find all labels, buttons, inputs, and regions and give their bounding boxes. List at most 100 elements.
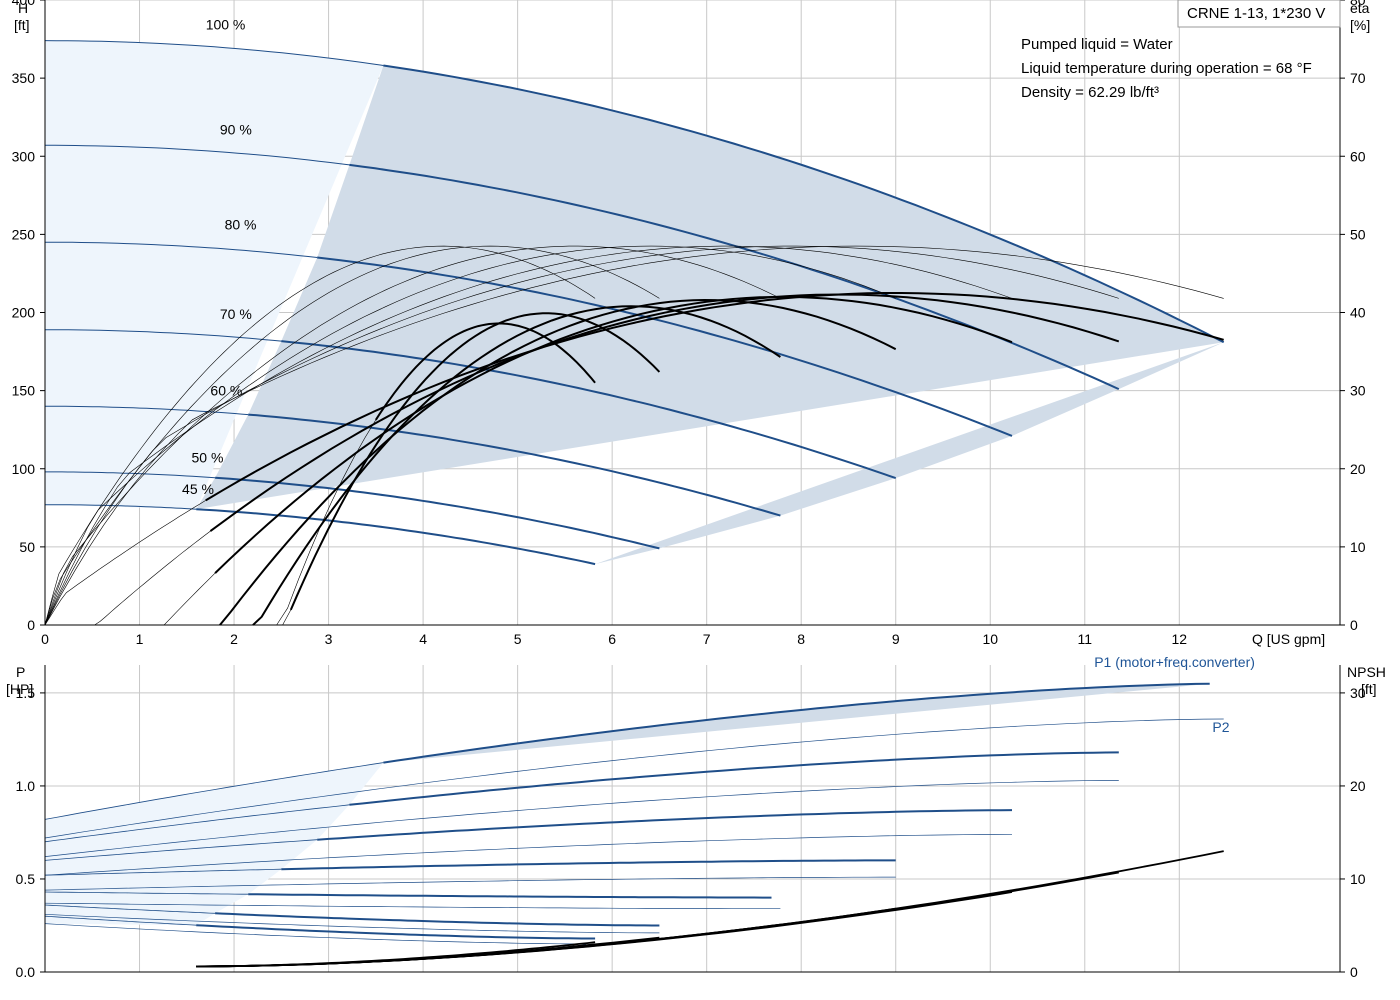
light-zone — [45, 40, 384, 510]
eta-ext-6 — [44, 245, 596, 626]
eta-ext-3 — [44, 245, 896, 626]
speed-label-2: 80 % — [225, 217, 257, 233]
x-tick-2: 2 — [230, 631, 238, 647]
x-tick-0: 0 — [41, 631, 49, 647]
y-tick-4: 200 — [12, 305, 36, 321]
info-liquid-temperature: Liquid temperature during operation = 68… — [1021, 60, 1312, 77]
x-tick-9: 9 — [892, 631, 900, 647]
p1-curve-thin-5 — [44, 904, 216, 914]
y2-tick-7: 70 — [1350, 70, 1366, 86]
bottom-envelope — [45, 683, 1210, 926]
eta-ext-2 — [44, 245, 1013, 626]
info-pumped-liquid: Pumped liquid = Water — [1021, 36, 1173, 53]
p1-curve-2 — [317, 809, 1013, 841]
npsh-curve-6 — [196, 941, 596, 968]
y-axis-unit-p: [HP] — [6, 681, 33, 697]
bottom-curves — [44, 682, 1224, 968]
info-density: Density = 62.29 lb/ft³ — [1021, 84, 1159, 101]
series-label-1: P2 — [1212, 719, 1229, 735]
eta-thin-0 — [44, 500, 206, 626]
head-curve-5 — [215, 476, 660, 550]
npsh-curve-2 — [196, 891, 1013, 968]
speed-label-6: 45 % — [182, 481, 214, 497]
speed-label-3: 70 % — [220, 306, 252, 322]
eta-thin-1 — [45, 530, 211, 626]
head-curve-thin-6 — [45, 504, 197, 510]
p1-curve-thin-2 — [44, 839, 318, 861]
y-tick-3: 150 — [12, 383, 36, 399]
p1-curve-thin-3 — [44, 868, 282, 876]
y2-axis-title-eta: eta — [1350, 0, 1370, 16]
x-tick-4: 4 — [419, 631, 427, 647]
p2-curve-5 — [44, 913, 660, 934]
head-curve-4 — [248, 413, 781, 517]
p1-curve-3 — [281, 859, 896, 871]
speed-label-5: 50 % — [192, 450, 224, 466]
eta-thin-2 — [45, 572, 216, 626]
y-tick-8: 400 — [12, 0, 36, 8]
p-tick-2: 1.0 — [16, 778, 36, 794]
head-curve-thin-4 — [45, 405, 249, 416]
series-label-0: P1 (motor+freq.converter) — [1094, 654, 1255, 670]
x-tick-1: 1 — [136, 631, 144, 647]
y-tick-6: 300 — [12, 148, 36, 164]
head-curve-thin-2 — [45, 241, 318, 258]
light-zone-bottom — [45, 762, 384, 926]
x-tick-8: 8 — [797, 631, 805, 647]
head-curve-6 — [196, 508, 596, 566]
x-tick-7: 7 — [703, 631, 711, 647]
x-tick-12: 12 — [1172, 631, 1188, 647]
eta-curve-5 — [289, 312, 661, 611]
eta-thin-5 — [45, 609, 292, 626]
p1-curve-thin-0 — [44, 762, 384, 820]
x-tick-10: 10 — [982, 631, 998, 647]
head-curve-0 — [383, 64, 1225, 344]
x-axis-title-q: Q [US gpm] — [1252, 631, 1325, 647]
speed-label-4: 60 % — [210, 382, 242, 398]
npsh-tick-1: 10 — [1350, 871, 1366, 887]
p2-curve-2 — [44, 833, 1013, 876]
y-tick-2: 100 — [12, 461, 36, 477]
y2-axis-unit-eta: [%] — [1350, 17, 1370, 33]
speed-label-1: 90 % — [220, 121, 252, 137]
head-curve-3 — [281, 340, 897, 480]
p-tick-3: 1.5 — [16, 685, 36, 701]
p2-curve-0 — [44, 718, 1224, 839]
operating-envelope-bottom — [383, 683, 1210, 763]
head-curve-thin-5 — [45, 471, 216, 479]
y-tick-1: 50 — [19, 539, 35, 555]
y2-tick-1: 10 — [1350, 539, 1366, 555]
p1-curve-0 — [383, 682, 1210, 764]
x-tick-11: 11 — [1078, 631, 1093, 647]
p1-curve-4 — [248, 893, 772, 899]
p1-curve-1 — [349, 751, 1119, 806]
eta-ext-1 — [44, 245, 1119, 626]
y2-tick-4: 40 — [1350, 305, 1366, 321]
npsh-tick-0: 0 — [1350, 964, 1358, 980]
y-axis-title-p: P — [16, 664, 25, 680]
eta-curve-1 — [209, 293, 1120, 532]
p1-curve-6 — [196, 924, 596, 940]
y-tick-0: 0 — [27, 617, 35, 633]
p1-curve-5 — [215, 912, 660, 927]
p1-curve-thin-1 — [44, 804, 350, 843]
y-tick-7: 350 — [12, 70, 36, 86]
title-box — [1177, 0, 1341, 28]
y2-axis-unit-npsh: [ft] — [1361, 681, 1377, 697]
head-curve-thin-3 — [45, 329, 282, 342]
y2-tick-5: 50 — [1350, 226, 1366, 242]
eta-ext-0 — [44, 245, 1224, 626]
eta-curve-3 — [219, 298, 897, 626]
head-curve-thin-0 — [44, 40, 384, 66]
npsh-tick-2: 20 — [1350, 778, 1366, 794]
axes: 0 1 2 3 4 5 6 7 8 9 10 11 12050100150200250300350400… — [12, 0, 1366, 980]
labels: 100 % 90 % 80 % 70 % 60 % 50 % 45 % P1 (motor+f… — [182, 17, 1255, 735]
eta-curve-4 — [252, 305, 781, 626]
head-curve-thin-1 — [45, 144, 350, 166]
eta-curve-2 — [214, 295, 1013, 574]
eta-curve-6 — [374, 322, 596, 421]
p-tick-0: 0.0 — [16, 964, 36, 980]
npsh-tick-3: 30 — [1350, 685, 1366, 701]
x-tick-5: 5 — [514, 631, 522, 647]
